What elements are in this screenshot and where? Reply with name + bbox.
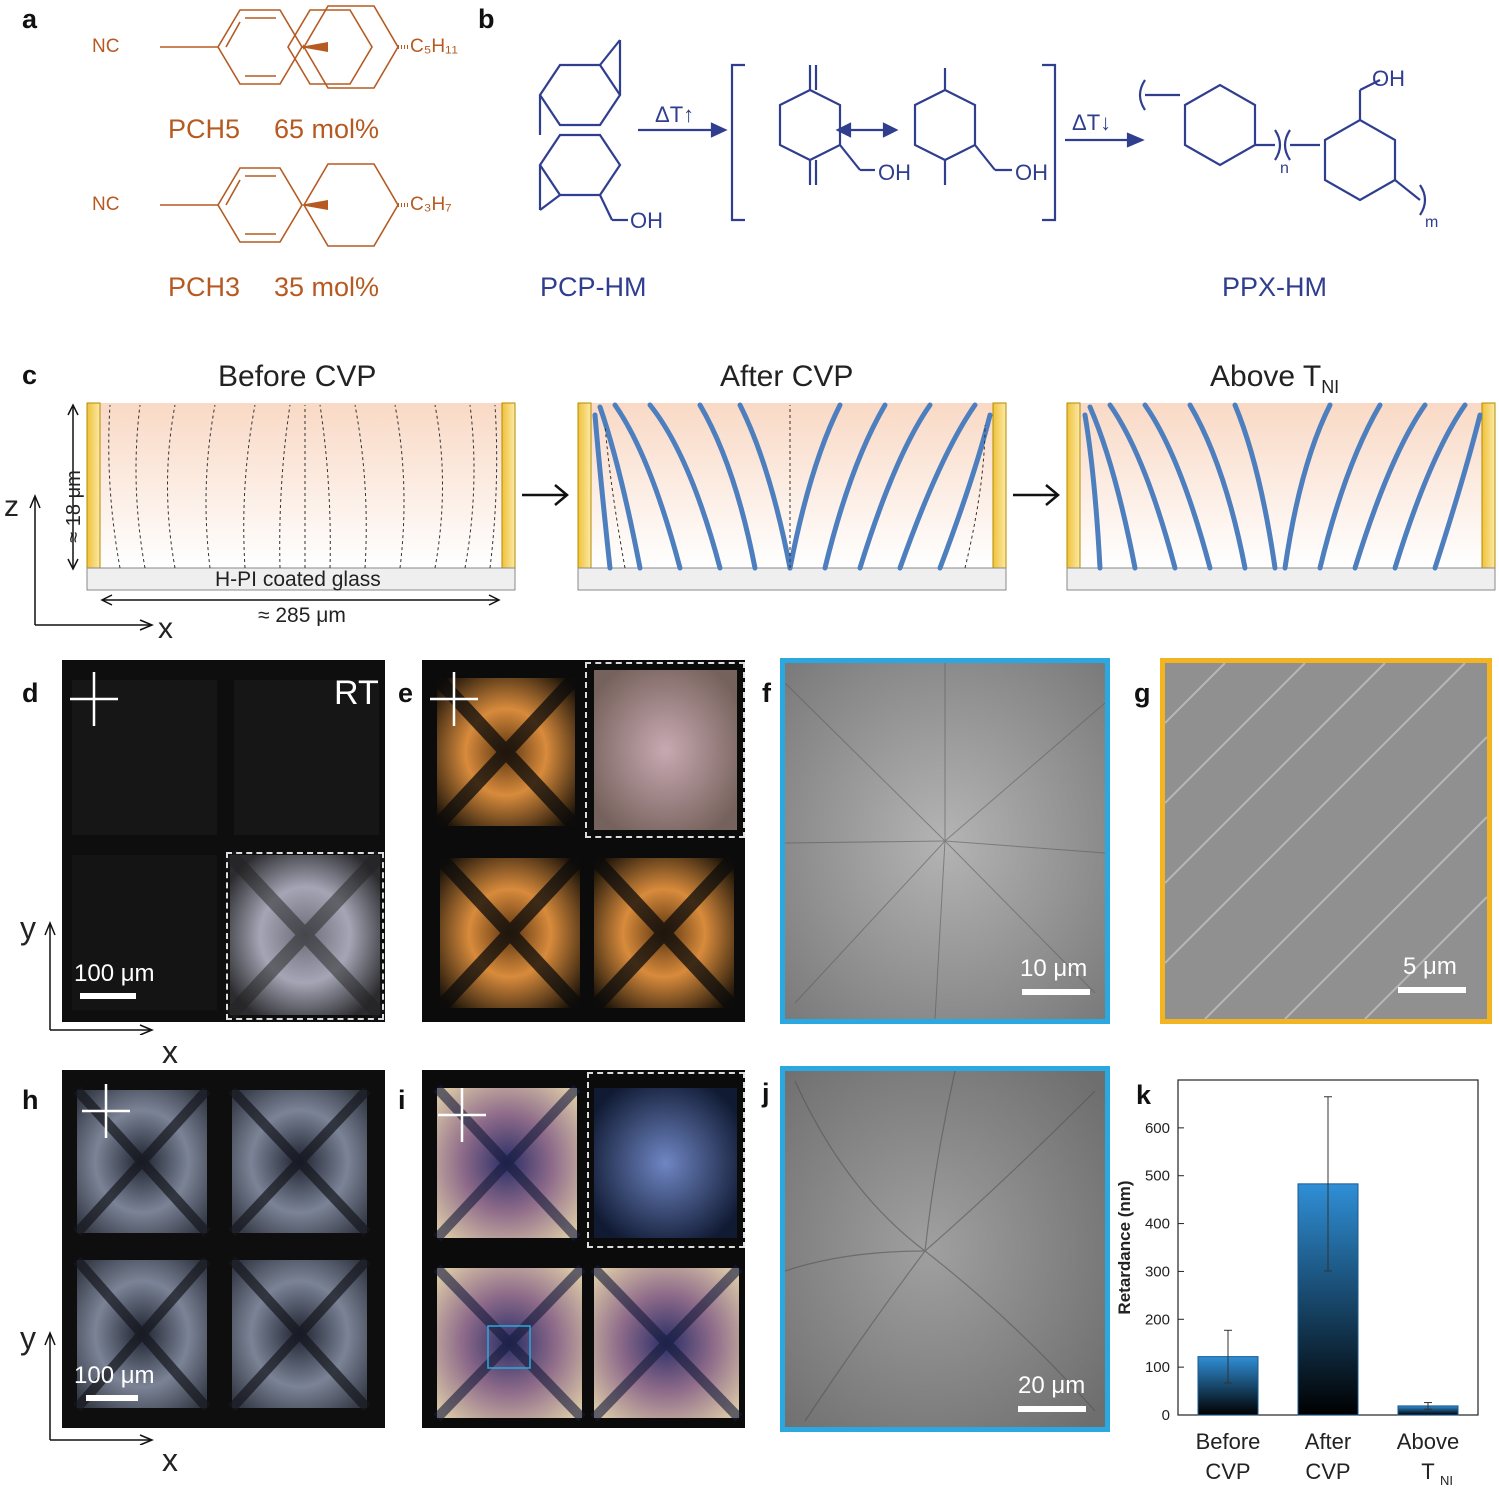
d-axis-x: x [162, 1034, 178, 1070]
f-scalebar [1022, 989, 1090, 995]
y-tick-label: 0 [1162, 1407, 1170, 1424]
j-scalebar-label: 20 μm [1018, 1372, 1086, 1399]
panel-i-label: i [398, 1085, 406, 1115]
panel-f-label: f [762, 678, 771, 708]
c-axis-x: x [158, 612, 173, 645]
y-tick-label: 100 [1145, 1359, 1170, 1376]
x-tick-label-line1: After [1305, 1429, 1351, 1454]
pch3-amount: 35 mol% [274, 272, 380, 302]
y-tick-label: 600 [1145, 1120, 1170, 1137]
pcp-oh: OH [630, 208, 663, 233]
substrate-label: H-PI coated glass [215, 568, 381, 591]
g-scalebar-label: 5 μm [1403, 953, 1457, 980]
h-scalebar-label: 100 μm [74, 1362, 155, 1389]
micrograph-i-texture [433, 1084, 743, 1422]
pch-structures [160, 5, 410, 247]
retardance-bar-chart: 0 100 200 300 400 500 600 Retardance (nm) Before… [1115, 1079, 1479, 1488]
pch3-name: PCH3 [168, 272, 241, 302]
pch3-cn-group: NC [92, 194, 120, 215]
panel-d-label: d [22, 678, 39, 708]
d-axes [44, 921, 154, 1035]
j-scalebar [1018, 1406, 1086, 1412]
sem-f-texture [785, 663, 1105, 1019]
x-tick-label-line2: T [1421, 1459, 1434, 1484]
x-tick-label-line1: Before [1196, 1429, 1261, 1454]
h-polarizer-cross-icon [80, 1080, 132, 1142]
biradical-oh: OH [1015, 160, 1048, 185]
polymer-n: n [1280, 160, 1289, 177]
width-label: ≈ 285 μm [258, 604, 346, 627]
x-tick-label-line2: CVP [1305, 1459, 1350, 1484]
ppx-hm-name: PPX-HM [1222, 272, 1328, 302]
i-inset-box [587, 1072, 745, 1248]
pch5-amount: 65 mol% [274, 114, 380, 144]
h-axes [44, 1331, 154, 1445]
panel-k-label: k [1136, 1080, 1152, 1110]
f-scalebar-label: 10 μm [1020, 955, 1088, 982]
sem-g-texture [1165, 663, 1487, 1019]
arrow2-label: ΔT↓ [1072, 110, 1112, 135]
d-axis-y: y [20, 910, 36, 946]
pch5-name: PCH5 [168, 114, 241, 144]
x-tick-label-line1: Above [1397, 1429, 1459, 1454]
polarized-micrograph-d [62, 660, 385, 1022]
sem-image-j [780, 1066, 1110, 1432]
title-above-tni: Above TNI [1210, 360, 1339, 398]
quinoid-oh: OH [878, 160, 911, 185]
cell-schematic [29, 402, 1496, 631]
pch5-cn-group: NC [92, 36, 120, 57]
polymer-m: m [1425, 214, 1439, 231]
sem-j-texture [785, 1071, 1105, 1427]
polarized-micrograph-i [422, 1070, 745, 1428]
y-tick-label: 400 [1145, 1216, 1170, 1233]
h-axis-y: y [20, 1320, 36, 1356]
y-tick-label: 500 [1145, 1168, 1170, 1185]
panel-j-label: j [762, 1078, 770, 1108]
x-tick-label-line2: CVP [1205, 1459, 1250, 1484]
y-axis-label: Retardance (nm) [1115, 1180, 1134, 1314]
h-axis-x: x [162, 1442, 178, 1478]
d-scalebar-label: 100 μm [74, 960, 155, 987]
micrograph-h-texture [73, 1086, 371, 1412]
pcp-hm-name: PCP-HM [540, 272, 647, 302]
y-tick-label: 200 [1145, 1311, 1170, 1328]
panel-b-label: b [478, 4, 495, 34]
height-label: ≈ 18 μm [62, 470, 85, 543]
panel-c-label: c [22, 360, 38, 390]
d-scalebar [80, 993, 136, 999]
title-after-cvp: After CVP [720, 360, 854, 393]
title-above-tni-text: Above T [1210, 360, 1322, 393]
micrograph-d-texture [72, 680, 385, 1020]
panel-a-label: a [22, 4, 38, 34]
g-scalebar [1398, 987, 1466, 993]
e-polarizer-cross-icon [428, 668, 480, 730]
d-rt-label: RT [334, 674, 379, 712]
d-polarizer-cross-icon [68, 668, 120, 730]
y-tick-label: 300 [1145, 1263, 1170, 1280]
polarized-micrograph-h [62, 1070, 385, 1428]
sem-image-f [780, 658, 1110, 1024]
panel-h-label: h [22, 1085, 39, 1115]
arrow1-label: ΔT↑ [655, 102, 695, 127]
polymer-oh: OH [1372, 66, 1405, 91]
cvp-reaction-scheme [538, 39, 1427, 222]
h-scalebar [86, 1395, 138, 1401]
panel-e-label: e [398, 678, 414, 708]
d-inset-box [226, 852, 384, 1020]
title-before-cvp: Before CVP [218, 360, 377, 393]
pch3-tail-group: C₃H₇ [410, 194, 452, 215]
sem-image-g [1160, 658, 1492, 1024]
panel-g-label: g [1134, 678, 1151, 708]
polarized-micrograph-e [422, 660, 745, 1022]
c-axis-z: z [4, 490, 19, 523]
pch5-tail-group: C₅H₁₁ [410, 36, 458, 57]
i-polarizer-cross-icon [436, 1084, 488, 1146]
micrograph-e-texture [431, 670, 740, 1013]
x-tick-label-sub: NI [1440, 1473, 1453, 1488]
title-tni-sub: NI [1321, 377, 1340, 397]
e-inset-box [585, 662, 745, 838]
